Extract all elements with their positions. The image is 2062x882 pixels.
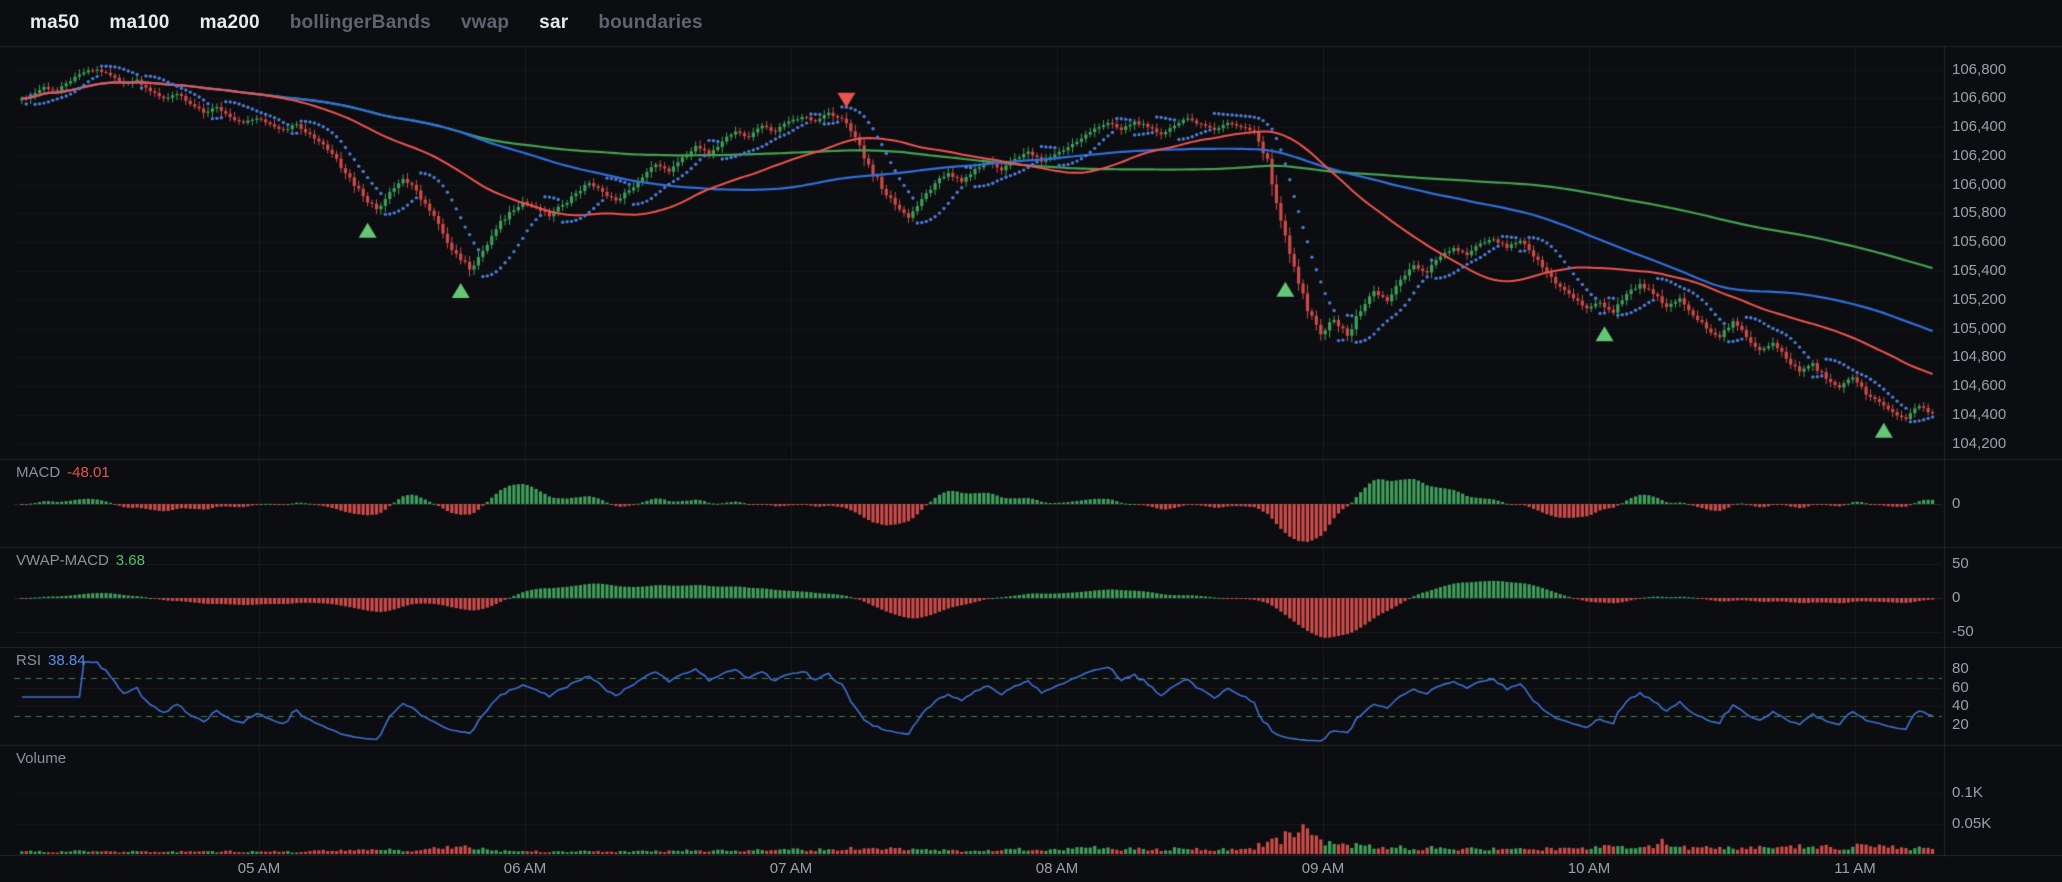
macd-axis-label: 0 [1952,495,1961,512]
price-axis-label: 105,000 [1952,319,2007,337]
volume-axis-label: 0.05K [1952,814,1992,832]
time-axis-label: 11 AM [1834,860,1876,877]
indicator-toolbar: ma50 ma100 ma200 bollingerBands vwap sar bound… [0,0,1942,46]
price-axis-label: 106,000 [1952,175,2007,193]
time-axis-label: 07 AM [769,860,813,877]
vwap-macd-axis-label: -50 [1952,623,1974,641]
price-axis-label: 104,800 [1952,348,2007,366]
toolbar-toggle-sar[interactable]: sar [539,12,569,33]
vwap-macd-axis-label: 50 [1952,554,1969,572]
macd-value: -48.01 [67,464,110,481]
price-axis-label: 106,800 [1952,60,2007,78]
toolbar-toggle-ma100[interactable]: ma100 [109,12,170,33]
time-axis-label: 08 AM [1035,860,1079,877]
time-axis-label: 05 AM [237,860,281,877]
price-axis-label: 106,200 [1952,146,2007,164]
price-axis-label: 106,600 [1952,89,2007,107]
rsi-pane-label: RSI 38.84 [16,652,86,669]
time-axis-label: 09 AM [1301,860,1345,877]
toolbar-toggle-bollingerBands[interactable]: bollingerBands [289,12,431,33]
vwap-macd-axis-label: 0 [1952,589,1961,606]
volume-axis-label: 0.1K [1952,784,1983,802]
rsi-value: 38.84 [48,652,86,669]
toolbar-toggle-vwap[interactable]: vwap [460,12,510,33]
vwap-macd-title: VWAP-MACD [16,552,109,569]
volume-pane-label: Volume [16,750,66,767]
price-axis-label: 105,400 [1952,261,2007,279]
rsi-axis-label: 60 [1952,678,1969,696]
time-axis-label: 06 AM [503,860,547,877]
time-axis-label: 10 AM [1567,860,1611,877]
rsi-axis-label: 40 [1952,697,1969,715]
rsi-axis-label: 20 [1952,716,1969,734]
price-axis-label: 104,400 [1952,405,2007,423]
rsi-axis-label: 80 [1952,659,1969,677]
price-axis-label: 106,400 [1952,118,2007,136]
macd-title: MACD [16,464,61,481]
rsi-title: RSI [16,652,42,669]
vwap-macd-pane-label: VWAP-MACD 3.68 [16,552,145,569]
price-axis-label: 104,200 [1952,434,2007,452]
toolbar-toggle-ma50[interactable]: ma50 [30,12,80,33]
toolbar-toggle-boundaries[interactable]: boundaries [598,12,703,33]
toolbar-toggle-ma200[interactable]: ma200 [199,12,260,33]
macd-pane-label: MACD -48.01 [16,464,110,481]
price-axis-label: 105,600 [1952,233,2007,251]
volume-title: Volume [16,750,67,767]
price-axis-label: 105,200 [1952,290,2007,308]
price-axis-label: 104,600 [1952,377,2007,395]
price-axis-label: 105,800 [1952,204,2007,222]
vwap-macd-value: 3.68 [115,552,145,569]
